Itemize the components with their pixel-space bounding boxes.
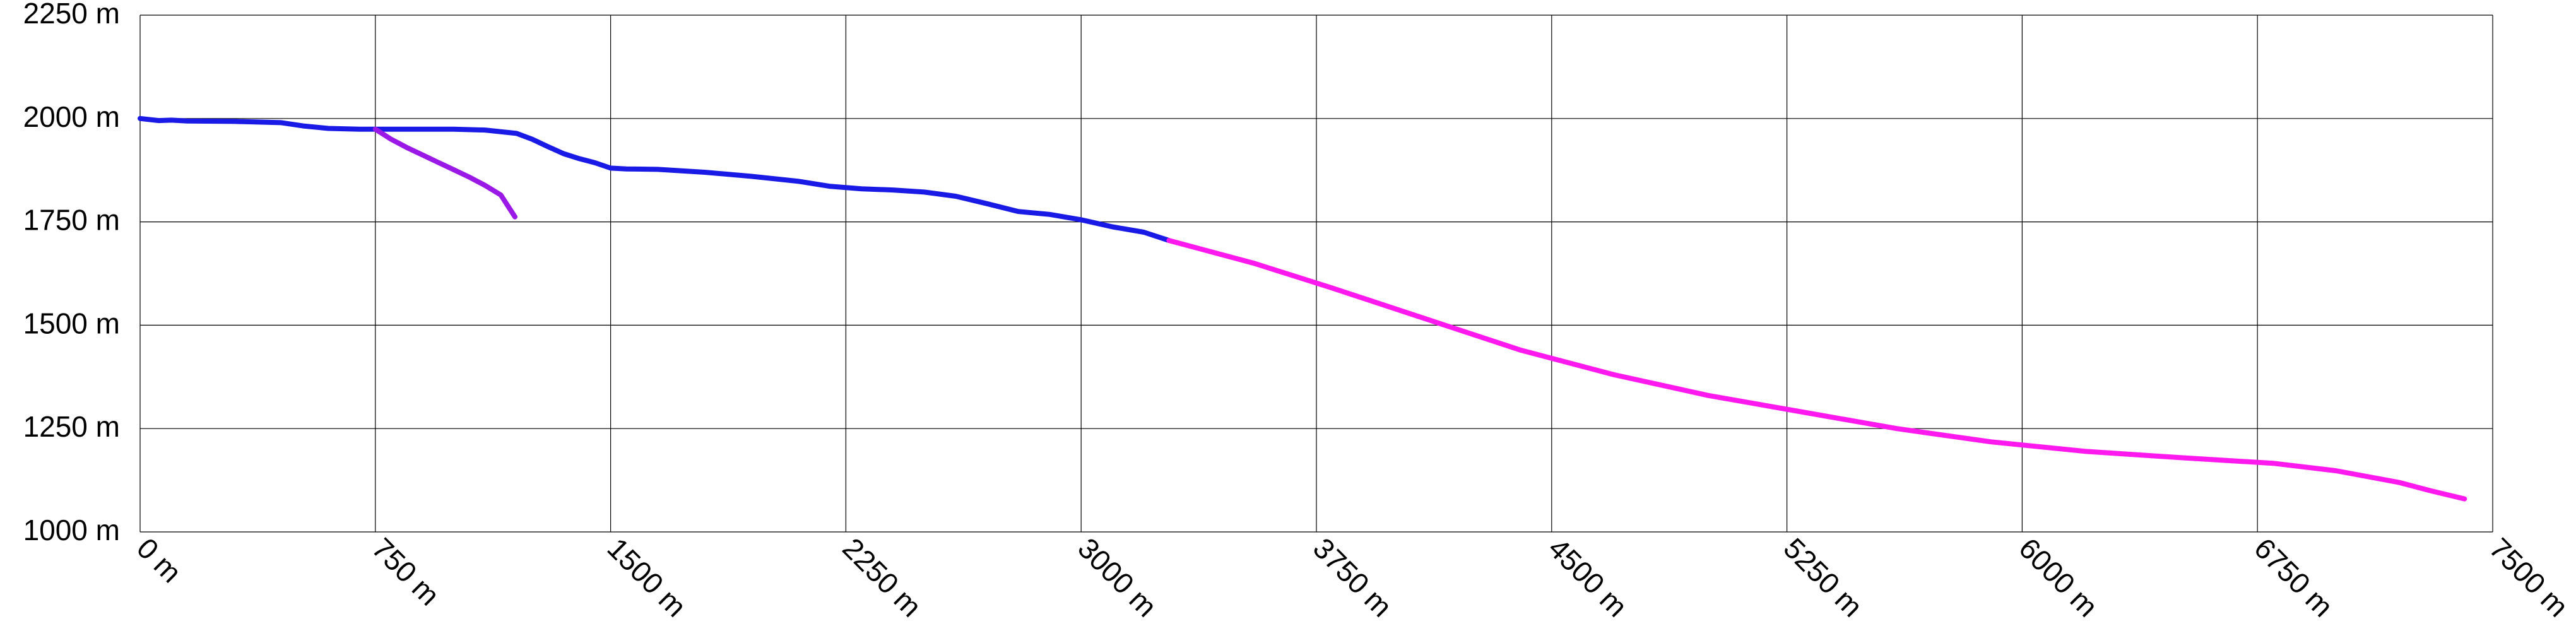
x-tick-label: 5250 m bbox=[1778, 531, 1869, 623]
x-tick-label: 750 m bbox=[366, 531, 446, 611]
x-tick-label: 7500 m bbox=[2483, 531, 2575, 623]
x-tick-label: 6750 m bbox=[2248, 531, 2339, 623]
y-tick-label: 1250 m bbox=[23, 410, 120, 443]
series-line bbox=[372, 126, 517, 220]
x-tick-label: 3750 m bbox=[1307, 531, 1398, 623]
plot-grid bbox=[139, 15, 2493, 533]
x-tick-label: 0 m bbox=[131, 531, 188, 589]
x-tick-label: 2250 m bbox=[836, 531, 928, 623]
series-line bbox=[1166, 238, 2467, 502]
y-tick-label: 1500 m bbox=[23, 307, 120, 339]
y-tick-label: 1000 m bbox=[23, 514, 120, 546]
x-tick-label: 6000 m bbox=[2012, 531, 2104, 623]
y-tick-label: 1750 m bbox=[23, 204, 120, 237]
x-tick-label: 3000 m bbox=[1072, 531, 1163, 623]
x-axis-tick-labels: 0 m 750 m 1500 m 2250 m 3000 m 3750 m 4500 m 52… bbox=[131, 531, 2575, 623]
x-tick-label: 4500 m bbox=[1542, 531, 1634, 623]
profile-series bbox=[138, 115, 2467, 502]
series-line bbox=[138, 115, 1172, 244]
y-tick-label: 2250 m bbox=[23, 0, 120, 30]
y-axis-tick-labels: 1000 m 1250 m 1500 m 1750 m 2000 m 2250 m bbox=[23, 0, 120, 546]
x-tick-label: 1500 m bbox=[601, 531, 693, 623]
y-tick-label: 2000 m bbox=[23, 100, 120, 133]
